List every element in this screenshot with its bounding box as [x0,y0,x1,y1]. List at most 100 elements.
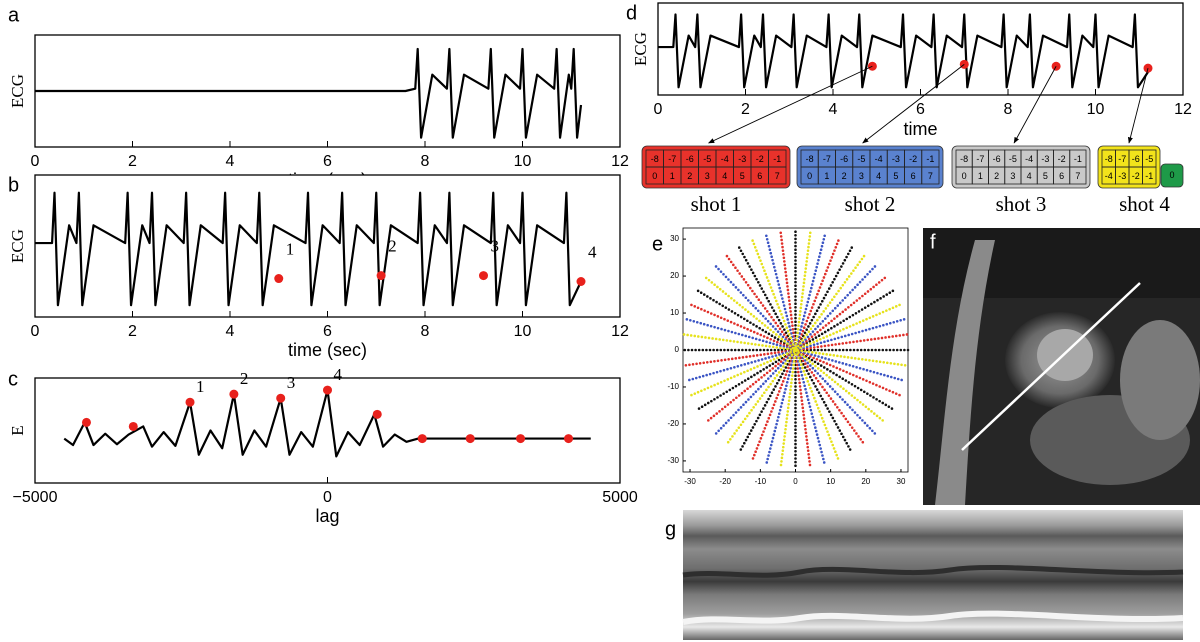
x-axis-label: lag [315,506,339,526]
panel-label: c [8,368,18,390]
shot-cell-text: -8 [651,154,659,164]
shot-cell-text: 0 [652,171,657,181]
panel-label: f [930,231,936,253]
x-tick-label: -30 [684,477,696,486]
shot-cell-text: -3 [1118,171,1126,181]
shot-cell-text: -3 [738,154,746,164]
x-tick-label: 10 [514,323,532,340]
x-tick-label: −5000 [13,489,58,506]
shot-cell-text: 5 [1043,171,1048,181]
marker-point [576,277,586,286]
shot-cell-text: -8 [1105,154,1113,164]
shot-cell-text: 4 [722,171,727,181]
shot-cell-text: 3 [705,171,710,181]
y-tick-label: 0 [675,345,680,354]
x-tick-label: 10 [1087,101,1105,118]
marker-label: 1 [196,377,205,396]
shot-cell-text: -6 [1132,154,1140,164]
marker-point [274,274,284,284]
marker-label: 2 [240,369,249,388]
shot-cell-text: -5 [857,154,865,164]
shot-cell-text: -4 [1025,154,1033,164]
x-tick-label: 4 [829,101,838,118]
x-tick-label: 6 [323,323,332,340]
shot-cell-text: 1 [824,171,829,181]
x-tick-label: 12 [1174,101,1192,118]
x-tick-label: 8 [421,323,430,340]
marker-point [372,409,382,419]
shot-cell-text: 0 [962,171,967,181]
shot-extra-box [1160,163,1184,188]
series-line [35,47,583,139]
marker-label: 4 [588,242,597,261]
shot-cell-text: 5 [740,171,745,181]
series-line [658,13,1149,89]
shot-label: shot 3 [996,192,1047,216]
y-axis-label: ECG [631,32,650,66]
x-tick-label: 4 [226,153,235,170]
marker-point [229,389,239,399]
marker-label: 3 [287,373,296,392]
x-tick-label: 0 [323,489,332,506]
panel-label: d [626,2,637,24]
x-tick-label: 6 [916,101,925,118]
x-tick-label: 12 [611,323,629,340]
marker-label: 2 [388,236,397,255]
y-tick-label: -30 [667,456,679,465]
shot-cell-text: -7 [976,154,984,164]
shot-cell-text: 6 [757,171,762,181]
y-axis-label: ECG [8,229,27,263]
panel-label: g [665,518,676,540]
shot-cell-text: -8 [960,154,968,164]
shot-cell-text: -5 [703,154,711,164]
shot-cell-text: 3 [1010,171,1015,181]
panel-label: b [8,174,19,196]
shot-cell-text: 7 [775,171,780,181]
y-axis-label: E [8,425,27,435]
shot-cell-text: 6 [1059,171,1064,181]
marker-point [376,271,386,281]
shot-cell-text: 7 [928,171,933,181]
shot-cell-text: -1 [926,154,934,164]
shot-arrow [862,63,965,144]
shot-cell-text: 4 [876,171,881,181]
y-tick-label: 30 [670,234,679,243]
shot-cell-text: -6 [840,154,848,164]
shot-cell-text: -3 [1041,154,1049,164]
shot-cell-text: -7 [1118,154,1126,164]
shot-cell [921,166,940,185]
y-tick-label: 20 [670,271,679,280]
shot-cell-text: -1 [1145,171,1153,181]
shot-cell-text: -4 [721,154,729,164]
shot-cell-text: -4 [875,154,883,164]
x-tick-label: 8 [421,153,430,170]
series-line [63,389,591,458]
shot-cell-text: -2 [909,154,917,164]
shot-cell-text: -3 [892,154,900,164]
shot-cell [1142,166,1157,185]
shot-arrow [708,65,873,144]
shot-cell-text: -5 [1145,154,1153,164]
shot-cell-text: -7 [823,154,831,164]
series-line [35,191,582,307]
shot-cell-text: 2 [842,171,847,181]
x-tick-label: 4 [226,323,235,340]
shot-cell-text: 6 [911,171,916,181]
x-axis-label: time [903,119,937,139]
y-tick-label: 10 [670,308,679,317]
shot-cell-text: -7 [668,154,676,164]
series-line [682,231,909,469]
marker-point [479,271,488,281]
shot-cell-text: 1 [978,171,983,181]
marker-point [516,434,526,444]
shot-cell-text: -5 [1009,154,1017,164]
x-tick-label: 8 [1004,101,1013,118]
shot-arrow [1013,66,1057,144]
x-tick-label: 2 [128,323,137,340]
x-tick-label: 2 [741,101,750,118]
image-g [682,510,1184,640]
marker-point [564,434,574,444]
x-tick-label: 30 [897,477,906,486]
